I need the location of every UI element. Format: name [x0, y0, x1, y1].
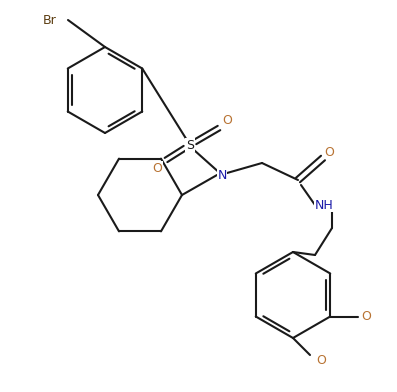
Text: S: S: [186, 138, 194, 151]
Text: NH: NH: [315, 198, 333, 212]
Text: N: N: [217, 169, 227, 181]
Text: O: O: [316, 354, 326, 367]
Text: O: O: [324, 145, 334, 158]
Text: Br: Br: [43, 13, 57, 27]
Text: O: O: [152, 162, 162, 174]
Text: O: O: [361, 310, 371, 323]
Text: O: O: [222, 114, 232, 127]
